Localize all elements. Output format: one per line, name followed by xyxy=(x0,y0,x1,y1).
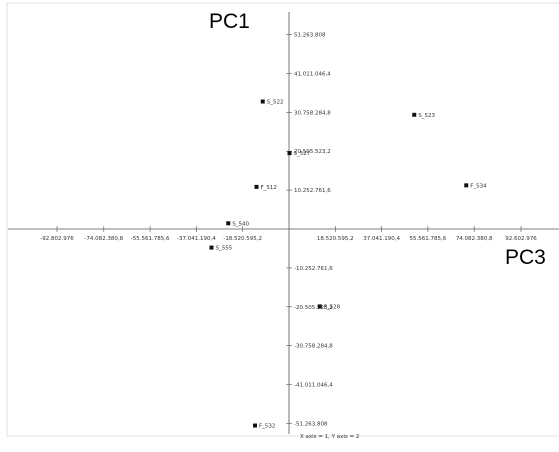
x-tick-label: 92.602.976 xyxy=(505,236,537,242)
data-point-label: S_540 xyxy=(232,221,249,227)
y-tick-label: 30.758.284,8 xyxy=(294,110,331,116)
axis-assignment-note: X axis = 1, Y axis = 2 xyxy=(300,434,359,440)
y-axis-overlay-label: PC1 xyxy=(209,10,250,33)
data-point-marker xyxy=(317,304,322,309)
x-axis-overlay-label: PC3 xyxy=(505,246,546,269)
y-tick-label: -20.505.523,2 xyxy=(294,305,333,311)
y-tick-label: -10.252.761,6 xyxy=(294,266,333,272)
y-tick-label: -41.011.046,4 xyxy=(294,383,333,389)
x-tick-label: -18.520.595,2 xyxy=(223,236,262,242)
y-tick-label: 41.011.046,4 xyxy=(294,71,331,77)
data-point-marker xyxy=(226,221,231,226)
data-point-label: S_527 xyxy=(293,151,310,157)
data-point-marker xyxy=(253,423,258,428)
y-tick-label: -30.758.284,8 xyxy=(294,344,333,350)
y-tick-label: -51.263.808 xyxy=(294,422,328,428)
data-point-label: S_522 xyxy=(267,100,284,106)
y-tick-label: 20.505.523,2 xyxy=(294,149,331,155)
data-point-marker xyxy=(209,245,214,250)
y-tick-label: 10.252.761,6 xyxy=(294,188,331,194)
data-point-marker xyxy=(260,99,265,104)
data-point-label: S_555 xyxy=(216,246,233,252)
data-point-label: F_528 xyxy=(324,304,341,310)
x-axis-ticks: -92.802.976 -74.082.380,8 -55.561.785,6 -37… xyxy=(40,226,537,242)
x-tick-label: -74.082.380,8 xyxy=(84,236,123,242)
y-tick-label: 51.263.808 xyxy=(294,33,326,39)
data-point-marker xyxy=(254,184,259,189)
data-point-marker xyxy=(464,183,469,188)
data-point-label: F_512 xyxy=(261,185,277,191)
x-tick-label: -92.802.976 xyxy=(40,236,74,242)
plot-border xyxy=(6,2,559,437)
data-point-marker xyxy=(287,151,292,156)
x-tick-label: 55.561.785,6 xyxy=(410,236,447,242)
x-tick-label: 18.520.595,2 xyxy=(317,236,354,242)
x-tick-label: -55.561.785,6 xyxy=(131,236,170,242)
data-points: S_522 S_523 S_527 F_512 F_534 S_540 S_555 F_528… xyxy=(209,99,487,430)
data-point-label: S_523 xyxy=(418,113,435,119)
x-tick-label: 74.082.380,8 xyxy=(456,236,493,242)
x-tick-label: -37.041.190,4 xyxy=(177,236,216,242)
data-point-label: F_532 xyxy=(259,424,275,430)
data-point-label: F_534 xyxy=(470,183,487,189)
y-axis-ticks: 51.263.808 41.011.046,4 30.758.284,8 20.505… xyxy=(286,33,333,428)
x-tick-label: 37.041.190,4 xyxy=(363,236,400,242)
data-point-marker xyxy=(412,112,417,117)
